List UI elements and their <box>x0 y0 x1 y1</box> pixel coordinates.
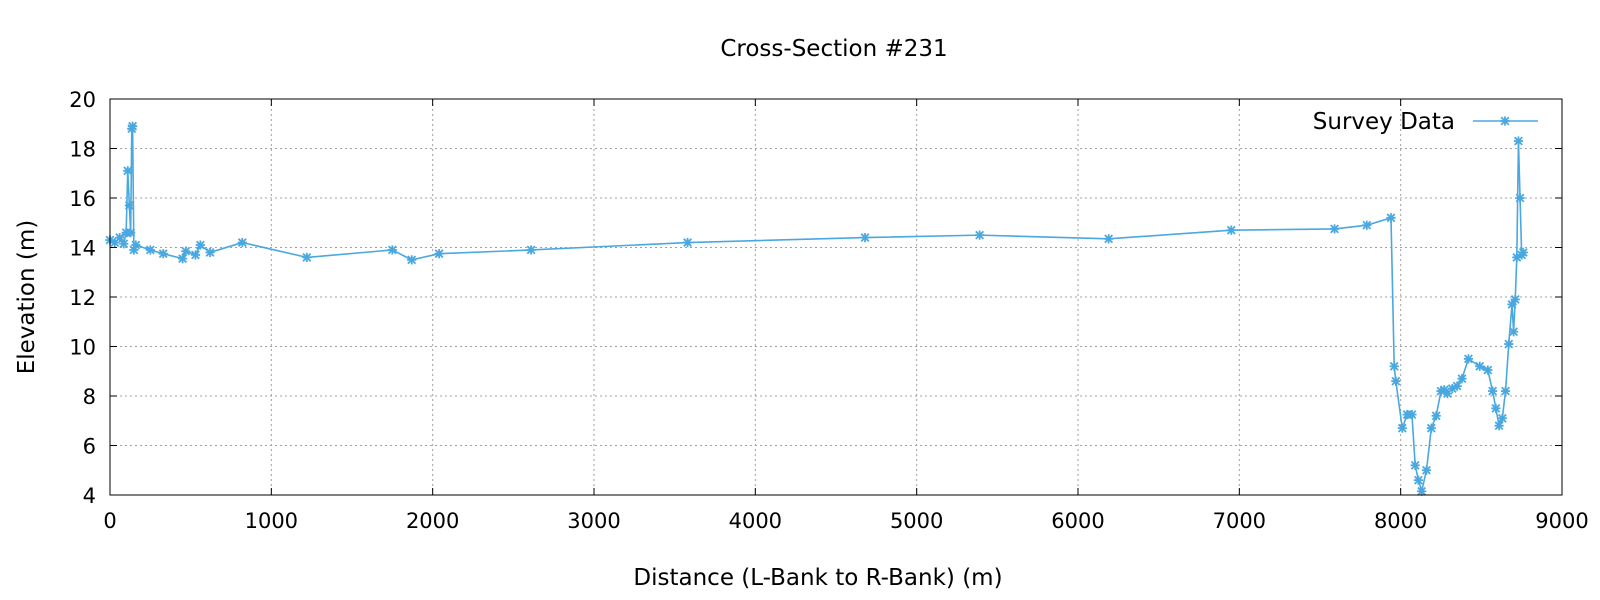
x-tick-label: 3000 <box>567 509 620 533</box>
data-point <box>115 233 125 243</box>
data-point <box>195 240 205 250</box>
data-point <box>434 249 444 259</box>
data-point <box>1483 365 1493 375</box>
data-point <box>387 245 397 255</box>
y-tick-label: 18 <box>69 138 96 162</box>
y-axis-label: Elevation (m) <box>14 220 40 375</box>
y-tick-label: 20 <box>69 88 96 112</box>
data-point <box>205 247 215 258</box>
data-point <box>1510 294 1520 305</box>
legend-marker-glyph <box>1500 116 1510 126</box>
data-point <box>1431 411 1441 421</box>
series-line <box>109 125 1524 493</box>
x-tick-label: 9000 <box>1535 509 1588 533</box>
x-tick-label: 8000 <box>1374 509 1427 533</box>
grid <box>110 99 1562 495</box>
data-point <box>1410 460 1420 470</box>
data-point <box>1407 409 1417 420</box>
y-tick-label: 6 <box>83 435 96 459</box>
data-point <box>181 246 191 256</box>
x-tick-label: 1000 <box>245 509 298 533</box>
x-tick-label: 6000 <box>1051 509 1104 533</box>
y-tick-label: 4 <box>83 484 96 508</box>
data-point <box>1518 247 1528 258</box>
data-point <box>1515 193 1525 203</box>
plot-frame <box>109 98 1563 496</box>
data-point <box>682 237 693 248</box>
legend-label-survey-data: Survey Data <box>1313 109 1455 135</box>
data-point <box>145 245 155 255</box>
data-point <box>190 250 201 260</box>
data-point <box>1417 486 1427 496</box>
data-point <box>1391 376 1401 386</box>
axis-ticks: 0 1000 2000 3000 4000 5000 6000 7000 8000 9000 4 6 8… <box>69 88 1588 533</box>
x-tick-label: 4000 <box>729 509 782 533</box>
data-point <box>407 255 417 265</box>
x-tick-label: 5000 <box>890 509 943 533</box>
data-point <box>302 252 312 262</box>
data-point <box>1421 465 1432 475</box>
data-point <box>158 249 168 259</box>
data-point <box>1426 423 1436 433</box>
data-point <box>1500 386 1511 396</box>
data-point <box>1397 423 1407 433</box>
y-tick-label: 10 <box>69 336 96 360</box>
data-point <box>1497 413 1507 423</box>
data-point <box>1504 339 1514 349</box>
data-point <box>526 245 536 255</box>
data-point <box>1513 136 1524 146</box>
y-tick-label: 16 <box>69 187 96 211</box>
data-point <box>1362 220 1372 230</box>
data-point <box>1104 234 1114 244</box>
y-tick-label: 14 <box>69 237 96 261</box>
data-point <box>1488 386 1498 396</box>
legend-marker-survey-data <box>1500 116 1510 126</box>
data-point <box>123 166 133 176</box>
data-point <box>1329 224 1340 234</box>
data-point <box>1452 381 1462 391</box>
data-point <box>126 228 136 238</box>
data-point <box>1413 475 1424 485</box>
y-tick-label: 12 <box>69 286 96 310</box>
data-point <box>127 121 138 131</box>
x-tick-label: 2000 <box>406 509 459 533</box>
data-point <box>1509 327 1519 337</box>
chart-title: Cross-Section #231 <box>720 36 947 62</box>
data-point <box>1457 374 1467 384</box>
x-axis-label: Distance (L-Bank to R-Bank) (m) <box>633 565 1002 591</box>
data-point <box>1463 354 1474 364</box>
data-point <box>1491 403 1501 413</box>
series-survey-data <box>105 121 1528 496</box>
data-point <box>1226 225 1236 235</box>
y-tick-label: 8 <box>83 385 96 409</box>
data-point <box>124 200 134 211</box>
data-point <box>131 240 141 250</box>
x-tick-label: 0 <box>103 509 116 533</box>
x-tick-label: 7000 <box>1213 509 1266 533</box>
data-point <box>1386 213 1396 223</box>
legend: Survey Data <box>1313 109 1538 135</box>
data-point <box>1389 361 1399 371</box>
data-point <box>974 230 985 240</box>
data-point <box>860 233 870 243</box>
data-point <box>237 237 247 248</box>
data-point <box>119 239 129 249</box>
data-point <box>1475 361 1485 371</box>
